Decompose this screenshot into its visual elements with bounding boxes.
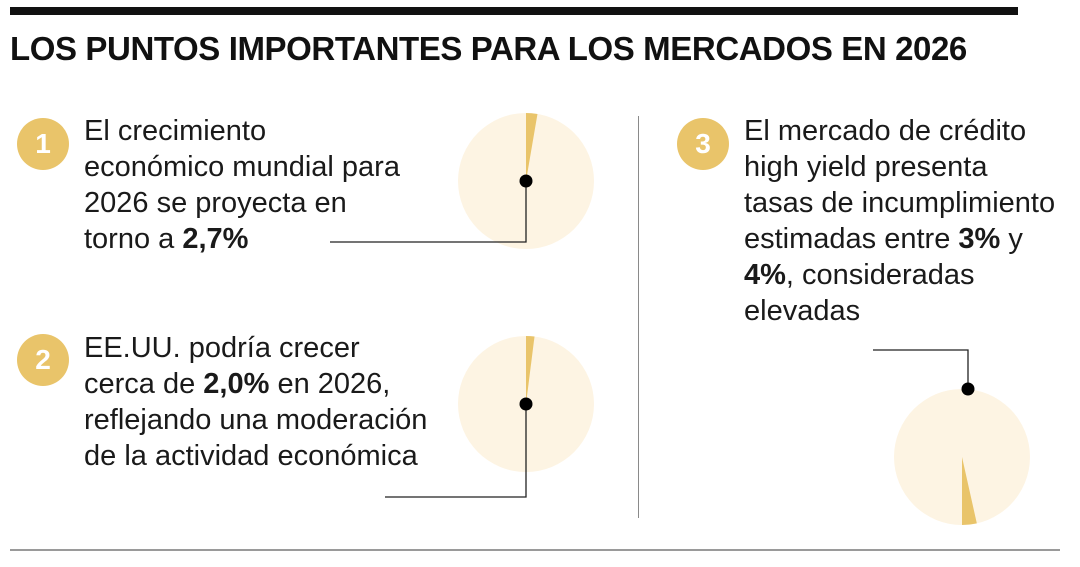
point-2-value: 2,0% — [203, 368, 270, 400]
point-1-text: El crecimiento económico mundial para 20… — [84, 113, 414, 257]
pie-chart-3 — [873, 349, 1030, 525]
pie-2-leader-line — [385, 404, 527, 498]
pie-1-leader-line — [330, 181, 527, 243]
point-1-text-lead: El crecimiento económico mundial para 20… — [84, 115, 400, 255]
pie-chart-2 — [385, 336, 594, 498]
point-3-text-mid: y — [1000, 223, 1023, 255]
point-3-value-high: 4% — [744, 259, 786, 291]
point-2-badge: 2 — [17, 334, 69, 386]
point-3-value-low: 3% — [958, 223, 1001, 255]
pie-1-value-slice — [526, 113, 538, 181]
point-3-text-tail: , consideradas elevadas — [744, 259, 975, 327]
point-3-text-lead: El mercado de crédito high yield present… — [744, 115, 1056, 255]
point-2-text-tail: en 2026, reflejando una moderación de la… — [84, 368, 428, 472]
point-2-text: EE.UU. podría crecer cerca de 2,0% en 20… — [84, 330, 429, 474]
column-divider — [638, 116, 639, 518]
pie-chart-1 — [330, 113, 594, 249]
pie-1-center-dot — [519, 174, 533, 188]
pie-2-value-slice — [526, 336, 535, 404]
pie-3-leader-line — [873, 349, 969, 389]
point-3-badge: 3 — [677, 118, 729, 170]
bottom-rule — [10, 549, 1060, 551]
point-2-text-lead: EE.UU. podría crecer cerca de — [84, 332, 360, 400]
pie-2-center-dot — [519, 397, 533, 411]
top-rule — [10, 7, 1018, 15]
point-3-text: El mercado de crédito high yield present… — [744, 113, 1059, 329]
infographic-title: LOS PUNTOS IMPORTANTES PARA LOS MERCADOS… — [10, 30, 967, 67]
point-1-badge: 1 — [17, 118, 69, 170]
pie-3-value-slice — [962, 457, 977, 525]
pie-3-center-dot — [961, 382, 975, 396]
point-1-value: 2,7% — [182, 223, 249, 255]
